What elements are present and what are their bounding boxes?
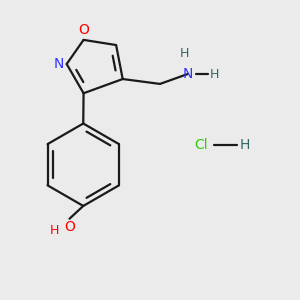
Text: H: H [50, 224, 59, 237]
Text: O: O [64, 220, 75, 234]
Text: N: N [53, 57, 64, 71]
Text: H: H [239, 138, 250, 152]
Text: H: H [210, 68, 219, 81]
Text: Cl: Cl [194, 138, 208, 152]
Text: H: H [180, 47, 189, 60]
Text: N: N [182, 67, 193, 81]
Text: O: O [78, 23, 89, 37]
